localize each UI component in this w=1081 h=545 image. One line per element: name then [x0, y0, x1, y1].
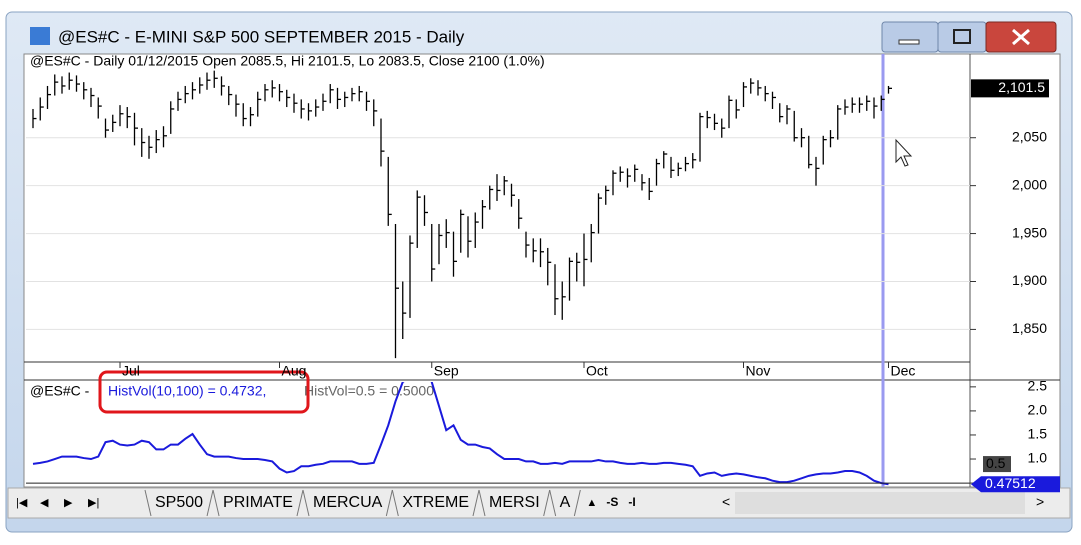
indicator-tick-label: 1.0: [1028, 450, 1048, 466]
scroll-left[interactable]: <: [722, 494, 730, 510]
nav-button[interactable]: ◀: [40, 497, 49, 509]
x-tick-label: Oct: [586, 363, 608, 379]
window-title: @ES#C - E-MINI S&P 500 SEPTEMBER 2015 - …: [58, 27, 465, 46]
y-tick-label: 1,950: [1012, 224, 1047, 240]
indicator-prefix: @ES#C -: [30, 383, 90, 399]
tabs: |◀ ◀ ▶ ▶| SP500 PRIMATE MERCUA XTREME MERSI A ▲ -S -…: [16, 489, 636, 517]
tab-edge: [144, 489, 214, 517]
sheet-tab[interactable]: PRIMATE: [223, 494, 293, 511]
tab-button[interactable]: -I: [628, 495, 635, 509]
nav-button[interactable]: ▶: [64, 497, 73, 509]
indicator-name: HistVol(10,100) = 0.4732,: [108, 383, 266, 399]
y-tick-label: 2,000: [1012, 176, 1047, 192]
sheet-tab[interactable]: MERSI: [489, 494, 540, 511]
reference-box: [983, 456, 1011, 473]
reference-label: 0.5: [986, 455, 1006, 471]
nav-button[interactable]: ▶|: [88, 497, 99, 509]
mouse-cursor: [895, 138, 913, 167]
indicator-last-label: 0.47512: [985, 475, 1036, 491]
x-tick-label: Sep: [434, 363, 459, 379]
y-tick-label: 2,050: [1012, 128, 1047, 144]
tab-button: ▲: [586, 497, 597, 509]
x-tick-label: Dec: [891, 363, 916, 379]
y-tick-label: 1,850: [1012, 320, 1047, 336]
maximize-button[interactable]: [937, 21, 987, 53]
tab-button[interactable]: -S: [606, 495, 618, 509]
sheet-tab[interactable]: MERCUA: [313, 494, 383, 511]
tab-edge: [391, 489, 480, 517]
y-tick-label: 1,900: [1012, 272, 1047, 288]
tab-edge: [549, 489, 581, 517]
sheet-tab[interactable]: SP500: [155, 494, 203, 511]
maximize-icon: [953, 29, 971, 44]
nav-button[interactable]: |◀: [16, 497, 28, 509]
tab-edge: [212, 489, 304, 517]
close-icon: [1012, 28, 1030, 46]
indicator-last-box: [971, 476, 1060, 493]
chart-area: [23, 53, 1061, 488]
chart-header: @ES#C - Daily 01/12/2015 Open 2085.5, Hi…: [30, 53, 545, 69]
tab-edge: [302, 489, 393, 517]
scrollbar-track[interactable]: [735, 492, 1025, 514]
minimize-icon: [898, 39, 920, 45]
highlight-box: [98, 370, 310, 414]
indicator-reference-text: HistVol=0.5 = 0.5000: [304, 383, 434, 399]
x-tick-label: Nov: [746, 363, 771, 379]
sheet-tab[interactable]: A: [560, 494, 571, 511]
app-icon: [30, 27, 50, 45]
last-price-label: 2,101.5: [998, 79, 1045, 95]
sheet-tab[interactable]: XTREME: [402, 494, 469, 511]
x-tick-label: Jul: [122, 363, 140, 379]
x-tick-label: Aug: [282, 363, 307, 379]
histvol-line: [32, 382, 889, 486]
scroll-right[interactable]: >: [1036, 494, 1044, 510]
indicator-tick-label: 2.0: [1028, 402, 1048, 418]
indicator-tick-label: 1.5: [1028, 426, 1048, 442]
minimize-button[interactable]: [881, 21, 939, 53]
tab-edge: [478, 489, 551, 517]
indicator-tick-label: 2.5: [1028, 378, 1048, 394]
last-price-box: [971, 79, 1049, 98]
